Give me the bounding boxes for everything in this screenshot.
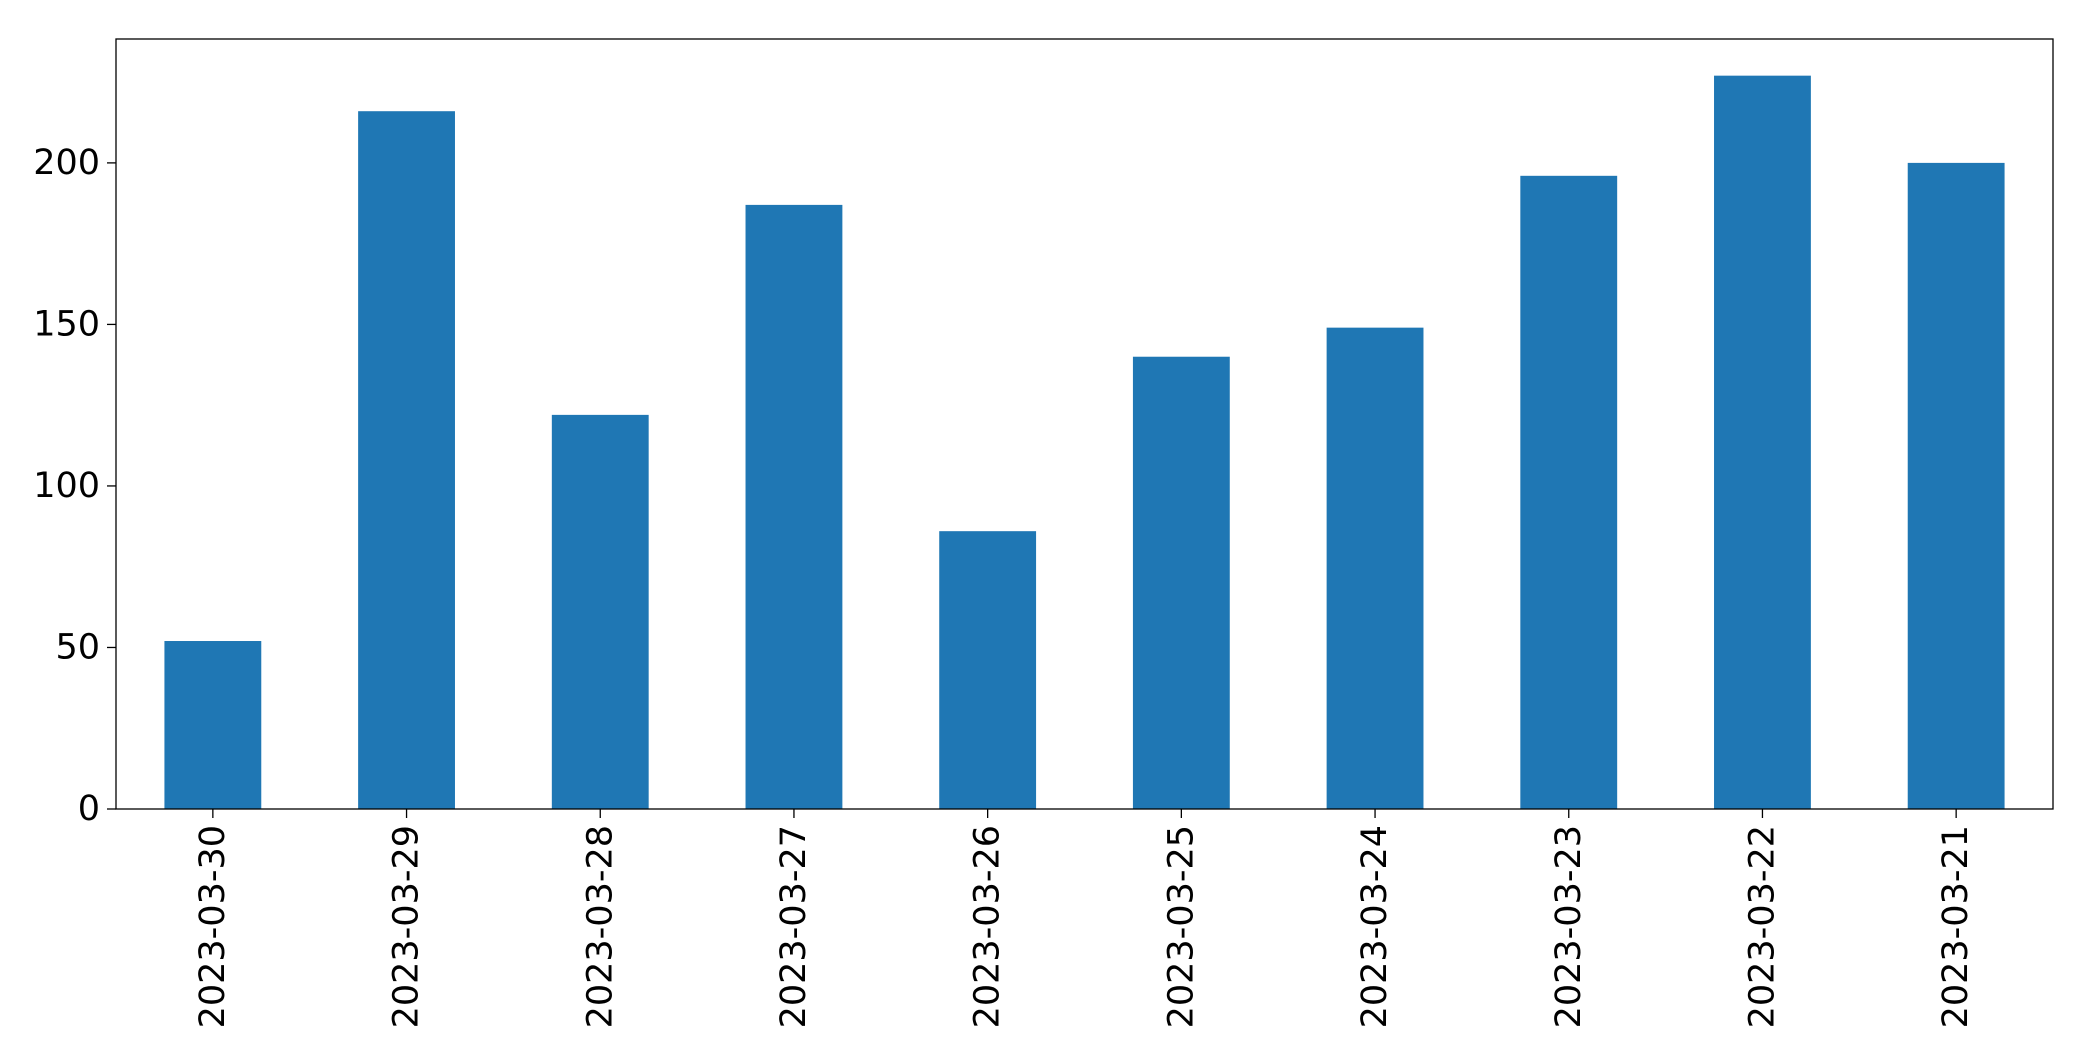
bar xyxy=(164,641,262,809)
bar xyxy=(1714,75,1811,809)
y-tick-label: 200 xyxy=(33,143,100,183)
plot-frame xyxy=(115,38,2054,810)
bar xyxy=(1907,162,2005,809)
y-tick-label: 0 xyxy=(78,789,100,829)
x-tick-label: 2023-03-26 xyxy=(968,825,1008,1028)
x-tick-label: 2023-03-28 xyxy=(580,825,620,1028)
bar xyxy=(939,531,1037,809)
x-tick-label: 2023-03-27 xyxy=(774,825,814,1028)
x-tick-label: 2023-03-23 xyxy=(1549,825,1589,1028)
x-tick-label: 2023-03-21 xyxy=(1936,825,1976,1028)
y-tick-label: 100 xyxy=(33,466,100,506)
x-tick-label: 2023-03-25 xyxy=(1161,825,1201,1028)
y-tick-label: 50 xyxy=(55,627,100,667)
x-tick-label: 2023-03-29 xyxy=(387,825,427,1028)
x-tick-label: 2023-03-30 xyxy=(193,825,233,1028)
bar xyxy=(358,111,455,810)
x-tick-label: 2023-03-24 xyxy=(1355,825,1395,1028)
x-tick-label: 2023-03-22 xyxy=(1742,825,1782,1028)
bar xyxy=(1520,175,1618,810)
y-tick-label: 150 xyxy=(33,304,100,344)
bar xyxy=(1132,356,1230,809)
bar xyxy=(745,204,843,809)
bar xyxy=(1326,327,1424,809)
bar xyxy=(551,414,649,809)
